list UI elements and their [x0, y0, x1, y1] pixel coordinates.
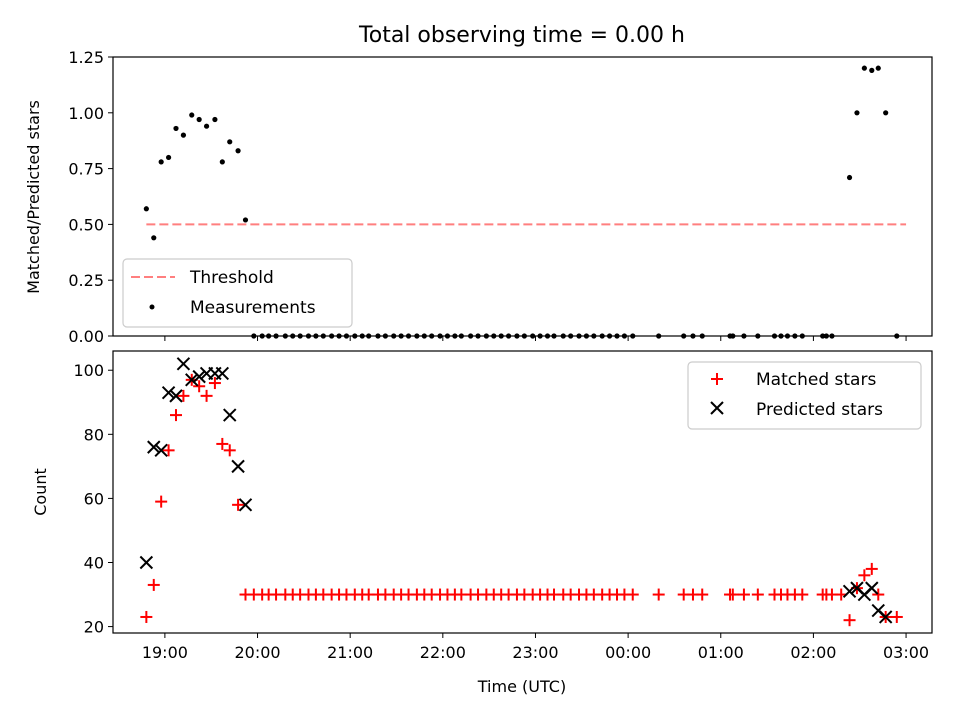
- predicted-star-point: [154, 443, 168, 458]
- x-tick-label: 23:00: [512, 643, 558, 662]
- matched-star-point: [155, 495, 168, 508]
- y-tick-label: 20: [84, 618, 104, 637]
- measurement-point: [861, 65, 867, 71]
- measurement-point: [151, 235, 157, 241]
- measurement-point: [219, 159, 225, 165]
- measurement-point: [242, 217, 249, 223]
- legend-measurements-label: Measurements: [190, 298, 316, 318]
- measurement-point: [212, 116, 218, 123]
- predicted-star-point: [231, 459, 245, 474]
- legend-predicted-swatch: [710, 401, 724, 415]
- matched-star-point: [232, 498, 245, 511]
- bottom-y-axis-label: Count: [31, 468, 50, 516]
- measurement-point: [189, 112, 195, 118]
- bottom-plot-frame: [112, 350, 933, 634]
- measurement-point: [158, 159, 164, 165]
- legend-measurements-swatch: [149, 304, 155, 310]
- bottom-legend: Matched stars Predicted stars: [687, 361, 922, 430]
- bottom-panel: Count Time (UTC) 20 40 60 80 100 19:00 20:00 21…: [31, 350, 933, 696]
- x-tick-label: 20:00: [234, 643, 280, 662]
- measurement-point: [173, 125, 179, 132]
- predicted-star-point: [842, 584, 857, 599]
- y-tick-label: 0.25: [68, 271, 104, 290]
- x-tick-label: 21:00: [327, 643, 373, 662]
- y-tick-label: 0.75: [68, 160, 104, 179]
- predicted-star-point: [878, 610, 893, 624]
- top-plot-frame: [112, 56, 933, 337]
- matched-star-point: [170, 409, 182, 422]
- measurement-point: [869, 67, 875, 73]
- matched-star-point: [696, 588, 709, 601]
- measurement-point: [854, 110, 860, 116]
- predicted-star-point: [865, 581, 879, 595]
- matched-star-point: [193, 380, 206, 393]
- matched-star-point: [177, 389, 190, 402]
- predicted-star-point: [161, 385, 176, 400]
- measurement-point: [227, 139, 233, 145]
- predicted-star-point: [215, 366, 230, 381]
- chart-title: Total observing time = 0.00 h: [358, 23, 685, 48]
- legend-matched-label: Matched stars: [756, 370, 876, 390]
- predicted-star-point: [169, 389, 183, 403]
- matched-star-point: [737, 588, 750, 601]
- top-legend: Threshold Measurements: [122, 258, 353, 328]
- measurement-point: [196, 116, 202, 123]
- predicted-star-point: [238, 498, 253, 512]
- matched-star-point: [162, 444, 175, 457]
- predicted-star-point: [176, 357, 191, 371]
- y-tick-label: 1.00: [68, 104, 104, 123]
- predicted-star-point: [223, 408, 237, 422]
- x-tick-label: 02:00: [790, 643, 836, 662]
- measurement-point: [203, 123, 210, 129]
- y-tick-label: 80: [84, 425, 104, 444]
- y-tick-label: 40: [84, 554, 104, 573]
- x-axis-label: Time (UTC): [477, 677, 566, 696]
- matched-star-point: [626, 588, 639, 601]
- x-tick-label: 22:00: [420, 643, 466, 662]
- measurement-point: [165, 154, 172, 161]
- matched-star-point: [872, 588, 885, 601]
- y-tick-label: 1.25: [68, 48, 104, 67]
- x-tick-label: 03:00: [883, 643, 929, 662]
- x-tick-label: 01:00: [698, 643, 744, 662]
- matched-star-point: [858, 569, 871, 582]
- predicted-star-point: [185, 373, 199, 387]
- matched-star-point: [726, 588, 739, 601]
- matched-star-point: [796, 588, 809, 601]
- matched-star-point: [208, 377, 221, 390]
- measurement-point: [883, 110, 889, 116]
- matched-star-point: [843, 614, 856, 627]
- legend-threshold-label: Threshold: [189, 268, 274, 288]
- measurement-point: [180, 132, 187, 138]
- legend-matched-swatch: [711, 373, 723, 385]
- x-tick-label: 19:00: [142, 643, 188, 662]
- legend-predicted-label: Predicted stars: [756, 400, 883, 420]
- top-y-axis-label: Matched/Predicted stars: [24, 100, 43, 294]
- top-panel: Total observing time = 0.00 h Matched/Pr…: [24, 23, 933, 346]
- measurement-point: [143, 206, 149, 212]
- measurement-point: [846, 174, 853, 181]
- matched-star-point: [140, 610, 153, 623]
- matched-star-point: [865, 562, 878, 575]
- predicted-star-point: [139, 555, 154, 570]
- y-tick-label: 0.50: [68, 215, 104, 234]
- matched-star-point: [890, 610, 903, 623]
- measurement-point: [875, 65, 881, 71]
- matched-star-point: [147, 578, 160, 591]
- matched-star-point: [652, 588, 665, 601]
- matched-star-point: [216, 437, 229, 450]
- matched-star-point: [200, 389, 213, 402]
- y-tick-label: 100: [73, 361, 104, 380]
- matched-star-point: [223, 444, 236, 457]
- matched-star-point: [751, 588, 764, 601]
- predicted-star-point: [147, 440, 161, 454]
- measurement-point: [235, 148, 241, 154]
- predicted-star-point: [192, 369, 206, 384]
- x-tick-label: 00:00: [605, 643, 651, 662]
- y-tick-label: 0.00: [68, 327, 104, 346]
- y-tick-label: 60: [84, 489, 104, 508]
